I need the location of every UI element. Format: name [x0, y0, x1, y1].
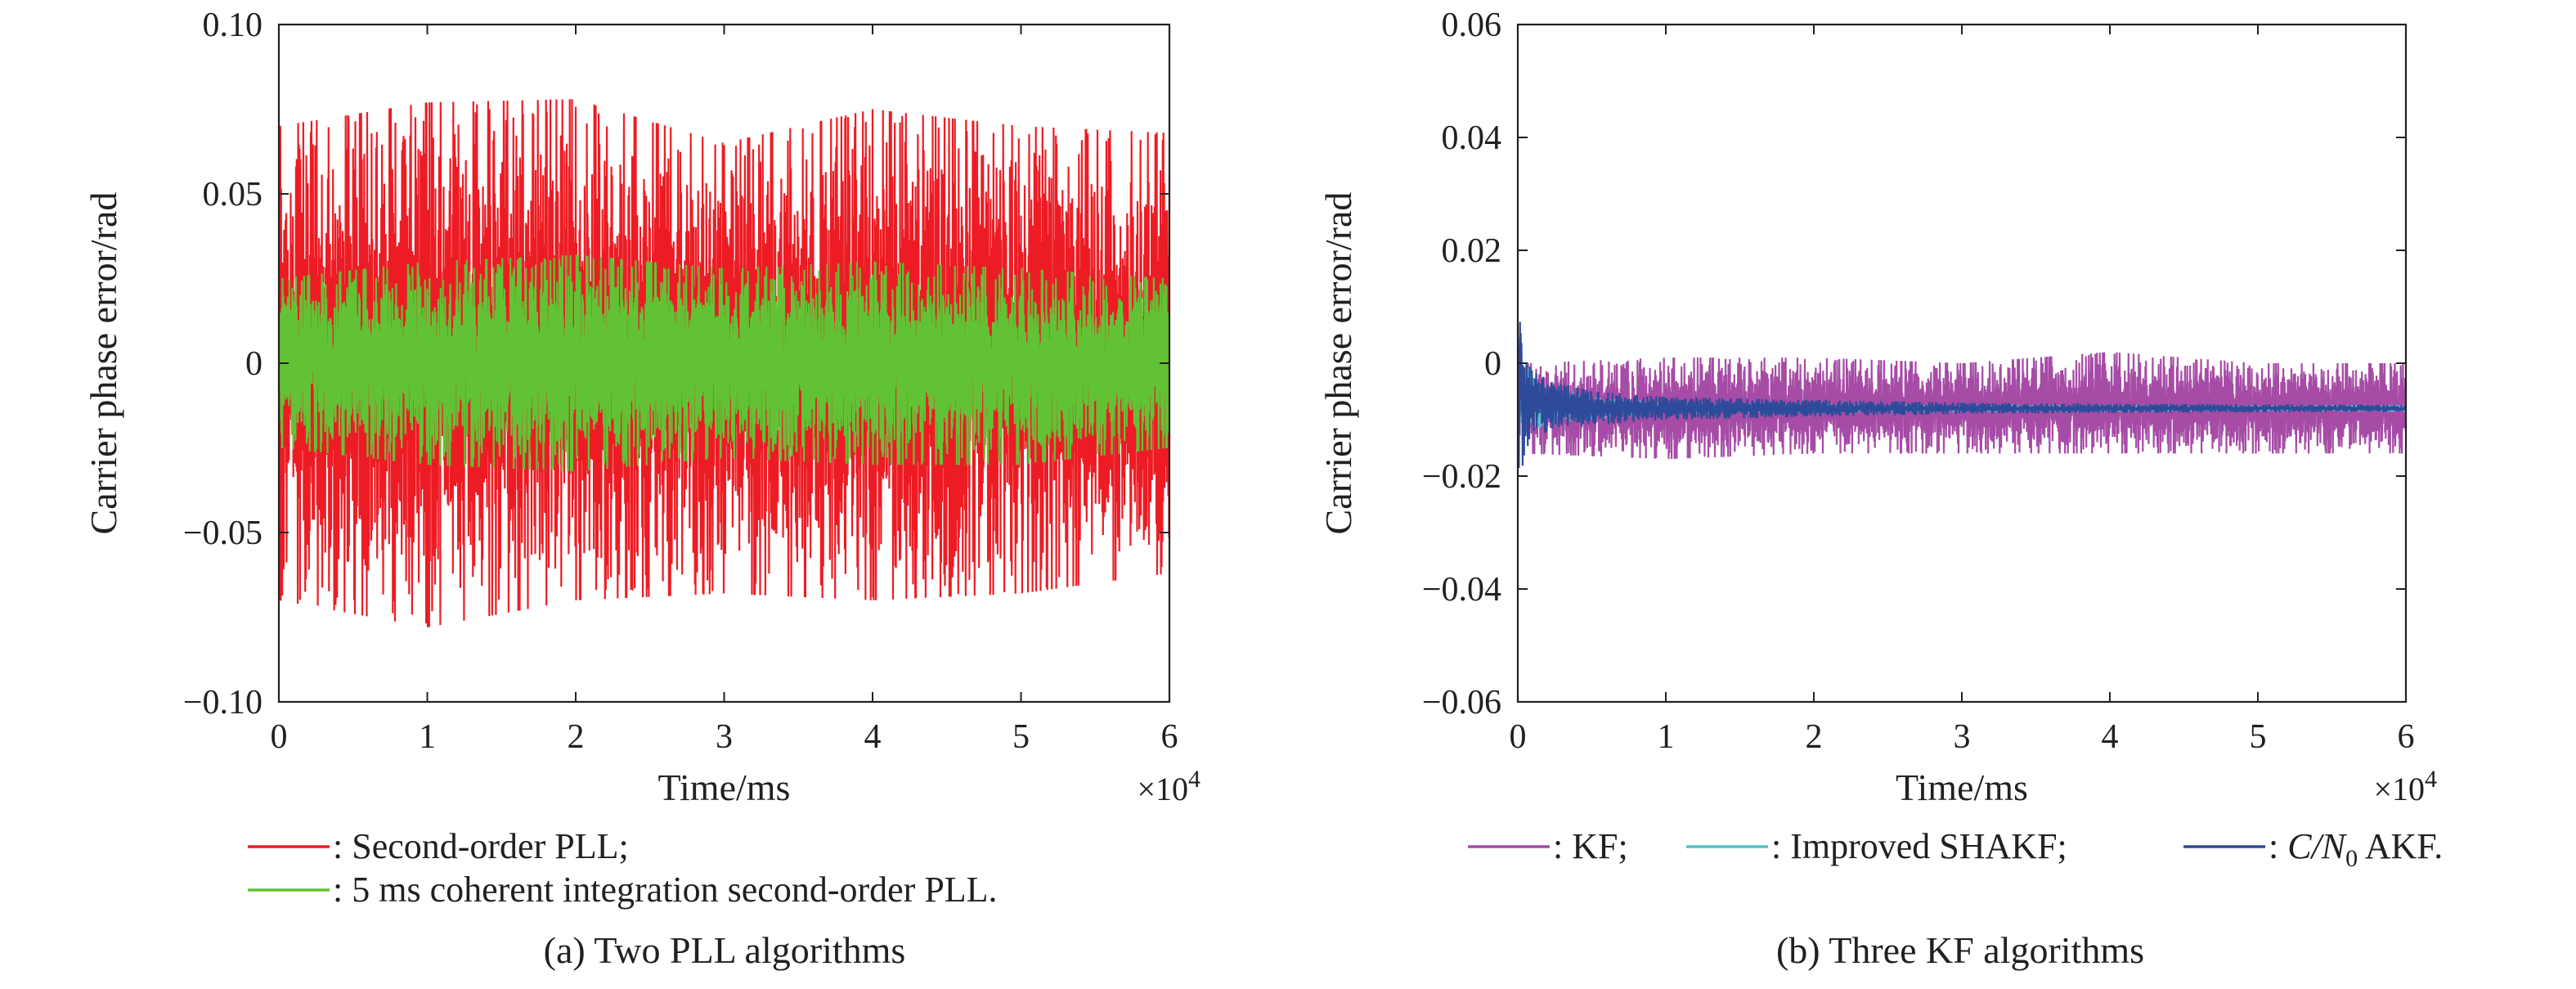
x-tick-label: 0	[1510, 718, 1527, 756]
y-tick-label: 0.02	[1442, 232, 1502, 270]
panel-caption: (a) Two PLL algorithms	[544, 929, 906, 971]
x-tick-label: 3	[716, 718, 733, 756]
y-tick-label: −0.04	[1422, 571, 1501, 609]
legend-label-suffix: AKF.	[2358, 826, 2443, 866]
x-tick-label: 2	[1806, 718, 1823, 756]
y-axis-label: Carrier phase error/rad	[83, 192, 124, 535]
legend-label-subscript: 0	[2345, 845, 2358, 872]
x-tick-label: 2	[568, 718, 585, 756]
x-tick-label: 3	[1954, 718, 1971, 756]
x-tick-label: 5	[1012, 718, 1030, 756]
legend-entry-2: : 5 ms coherent integration second-order…	[248, 870, 998, 910]
legend-label: : Improved SHAKF;	[1771, 826, 2067, 866]
x-tick-label: 1	[1658, 718, 1675, 756]
legend-entry-1: : Second-order PLL;	[248, 826, 629, 866]
legend-label: : KF;	[1553, 826, 1628, 866]
x-axis-label: Time/ms	[658, 766, 791, 808]
y-tick-label: −0.06	[1422, 684, 1501, 722]
x-multiplier-exponent: 4	[2425, 766, 2437, 793]
y-tick-label: 0.10	[203, 7, 263, 44]
x-tick-label: 5	[2250, 718, 2267, 756]
x-tick-label: 6	[2398, 718, 2415, 756]
x-tick-label: 4	[2102, 718, 2119, 756]
legend-label: : C/N0 AKF.	[2269, 826, 2443, 872]
x-multiplier-base: ×10	[1137, 771, 1188, 807]
x-tick-label: 0	[271, 718, 288, 756]
x-multiplier-label: ×104	[2373, 766, 2437, 807]
legend-entry-2: : Improved SHAKF;	[1686, 826, 2067, 866]
panel-caption: (b) Three KF algorithms	[1776, 929, 2144, 971]
y-tick-label: 0	[1484, 345, 1501, 383]
y-tick-label: 0.06	[1442, 7, 1502, 44]
x-multiplier-exponent: 4	[1188, 766, 1200, 793]
legend-entry-1: : KF;	[1468, 826, 1628, 866]
series-line-3	[1518, 321, 2406, 468]
legend-label: : 5 ms coherent integration second-order…	[333, 870, 998, 910]
y-tick-label: −0.02	[1422, 458, 1501, 496]
x-axis-label: Time/ms	[1896, 766, 2028, 808]
legend-label: : Second-order PLL;	[333, 826, 629, 866]
plot-area	[279, 99, 1169, 627]
legend-entry-3: : C/N0 AKF.	[2183, 826, 2443, 872]
chart-panel-b: 0 1 2 3 4 5 60.060.040.020−0.02−0.04−0.06×104T…	[1317, 7, 2443, 971]
x-multiplier-label: ×104	[1137, 766, 1200, 807]
legend-label-prefix: C/N	[2287, 826, 2348, 866]
series-line-1	[1524, 352, 2406, 460]
y-tick-label: 0.04	[1442, 119, 1502, 157]
chart-panel-a: 0 1 2 3 4 5 60.100.050−0.05−0.10×104Time/msCar…	[83, 7, 1200, 971]
legend-label-colon: :	[2269, 826, 2287, 866]
series-line-2	[279, 254, 1169, 472]
y-axis-label: Carrier phase error/rad	[1317, 192, 1359, 535]
plot-area	[1518, 321, 2406, 468]
x-multiplier-base: ×10	[2373, 771, 2425, 807]
y-tick-label: 0	[245, 345, 263, 383]
y-tick-label: −0.05	[183, 515, 263, 552]
y-tick-label: −0.10	[183, 684, 263, 722]
x-tick-label: 1	[419, 718, 436, 756]
x-tick-label: 6	[1161, 718, 1178, 756]
x-tick-label: 4	[864, 718, 882, 756]
y-tick-label: 0.05	[203, 176, 263, 214]
axes-frame	[1516, 23, 2408, 704]
